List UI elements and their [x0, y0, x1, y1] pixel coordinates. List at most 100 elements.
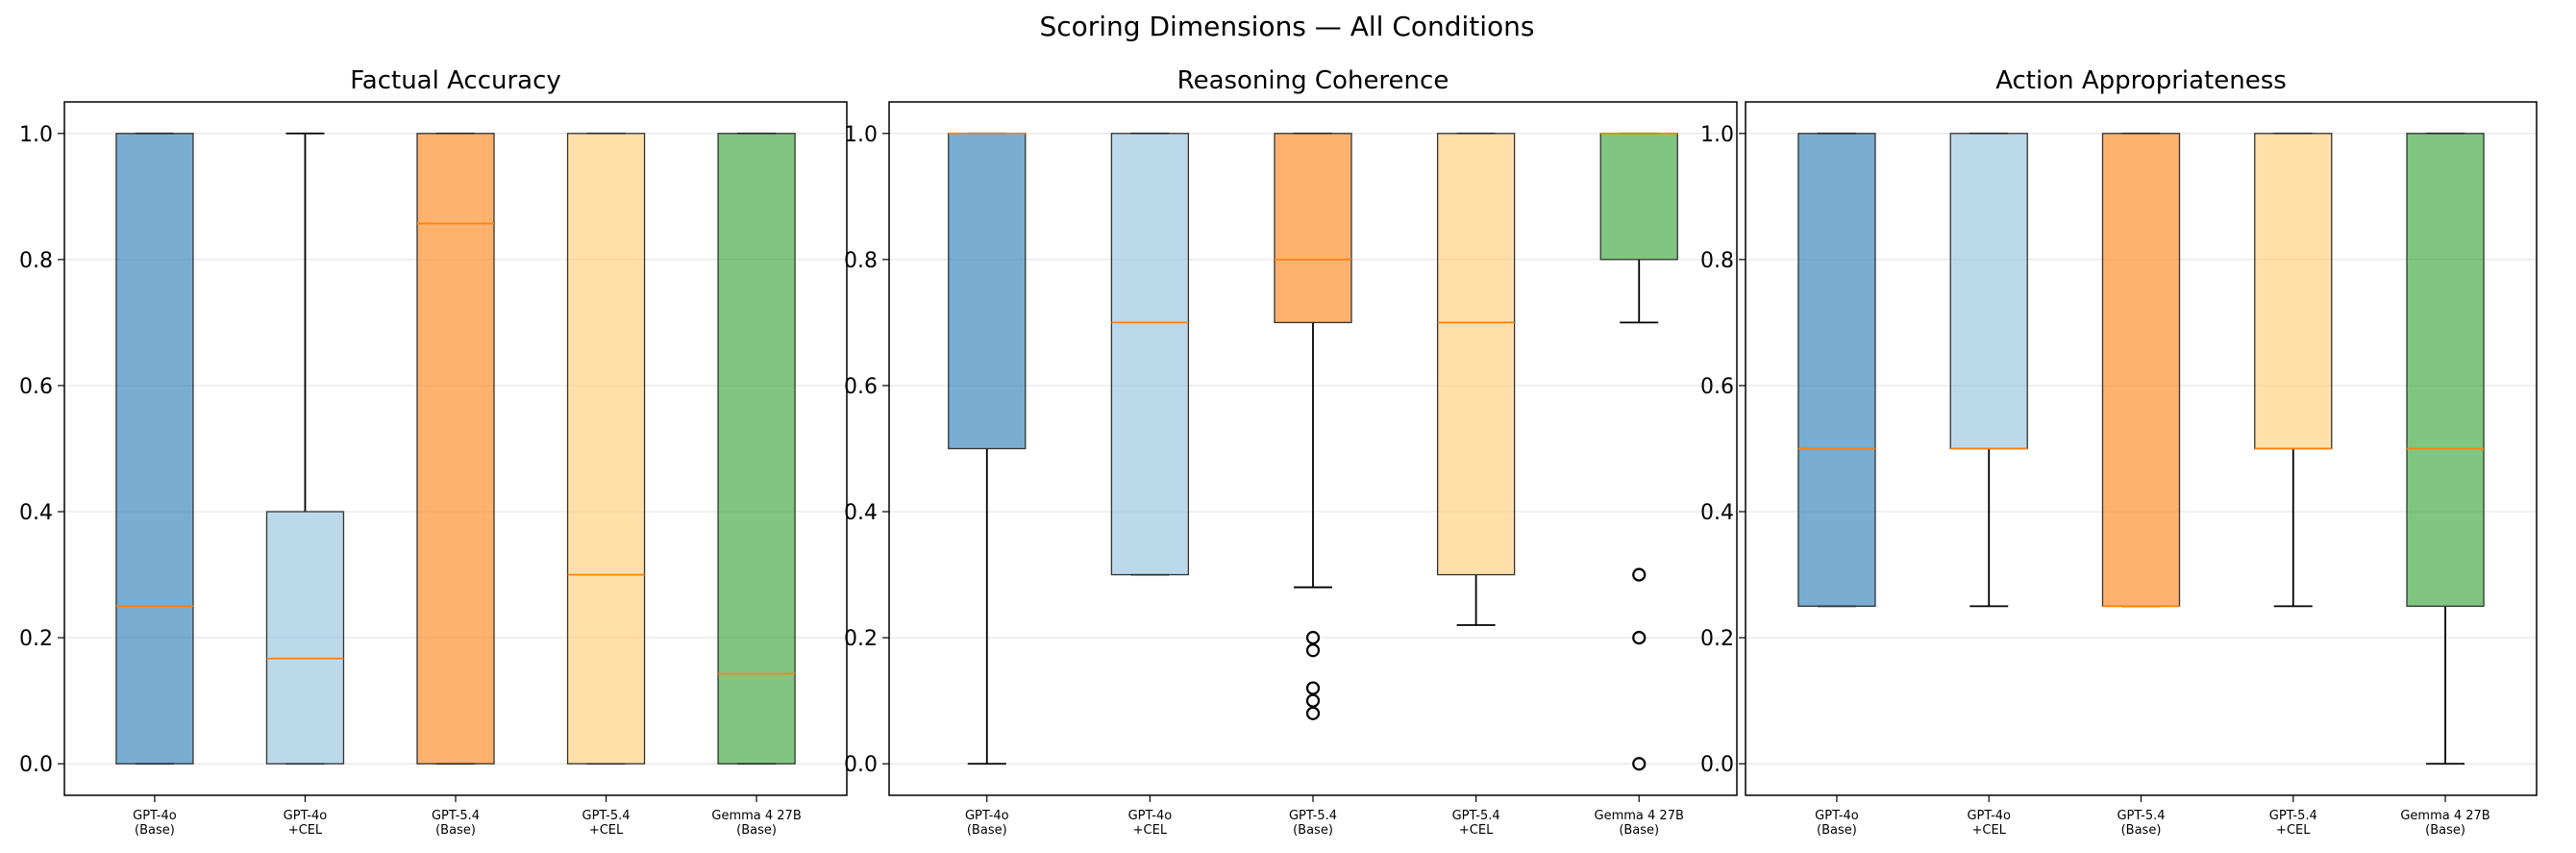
x-tick-label: GPT-4o +CEL: [284, 809, 328, 838]
x-tick-label: GPT-4o (Base): [1815, 809, 1859, 838]
x-tick-label-line: GPT-5.4: [432, 809, 480, 823]
x-tick-label: GPT-5.4 (Base): [1289, 809, 1337, 838]
x-tick-label-line: Gemma 4 27B: [2400, 809, 2489, 823]
outlier-point: [1632, 757, 1647, 771]
x-tick-label: GPT-5.4 (Base): [432, 809, 480, 838]
x-tick-label-line: (Base): [967, 823, 1007, 838]
x-tick-label: Gemma 4 27B (Base): [711, 809, 801, 838]
box-5: [2406, 132, 2485, 765]
box-5: [1599, 132, 1678, 771]
axes-frame: [888, 101, 1738, 796]
y-tick-label: 0.2: [844, 627, 878, 651]
y-tick-label: 0.6: [1700, 375, 1734, 399]
box-2: [1949, 132, 2028, 608]
x-tick-label-line: GPT-4o: [1128, 809, 1173, 823]
outlier-point: [1305, 693, 1321, 708]
box-1: [115, 132, 194, 765]
y-tick-label: 1.0: [844, 123, 878, 147]
box-4: [1436, 132, 1516, 626]
iqr-box: [1274, 133, 1352, 324]
x-tick-label: GPT-4o +CEL: [1128, 809, 1173, 838]
y-tick-label: 0.4: [1700, 501, 1734, 525]
panel-title: Reasoning Coherence: [1177, 66, 1449, 95]
panel-title: Factual Accuracy: [350, 66, 561, 95]
x-tick-label-line: Gemma 4 27B: [1595, 809, 1684, 823]
chart-panel-2: Reasoning Coherence 0.0 0.2 0.4 0.6 0.8 1.0 GPT…: [844, 66, 1738, 838]
outlier-point: [1305, 681, 1321, 695]
y-tick-label: 0.4: [19, 501, 53, 525]
x-tick-label: GPT-4o (Base): [965, 809, 1009, 838]
outlier-point: [1305, 706, 1321, 720]
x-tick-label-line: GPT-5.4: [2269, 809, 2317, 823]
y-tick-label: 1.0: [19, 123, 53, 147]
x-tick-label-line: GPT-4o: [1815, 809, 1859, 823]
x-tick-label: GPT-5.4 +CEL: [1452, 809, 1500, 838]
figure-title: Scoring Dimensions — All Conditions: [1039, 11, 1534, 42]
y-tick-label: 0.8: [1700, 249, 1734, 273]
y-tick-label: 0.0: [844, 753, 878, 777]
chart-panel-3: Action Appropriateness 0.0 0.2 0.4 0.6 0.8 1.0…: [1700, 66, 2538, 838]
x-tick-label-line: (Base): [2121, 823, 2162, 838]
x-tick-label-line: GPT-5.4: [582, 809, 631, 823]
iqr-box: [1797, 133, 1876, 608]
y-tick-label: 0.2: [19, 627, 53, 651]
iqr-box: [115, 133, 194, 765]
x-tick-label-line: GPT-4o: [284, 809, 328, 823]
iqr-box: [1599, 133, 1678, 261]
y-tick-label: 0.8: [844, 249, 878, 273]
iqr-box: [2406, 133, 2485, 608]
box-5: [717, 132, 796, 765]
chart-panels: Factual Accuracy 0.0 0.2 0.4 0.6 0.8 1.0 GPT-4o…: [19, 66, 2538, 838]
x-tick-label: Gemma 4 27B (Base): [2400, 809, 2489, 838]
y-tick-label: 0.8: [19, 249, 53, 273]
x-tick-label: GPT-5.4 +CEL: [582, 809, 631, 838]
y-tick-label: 0.4: [844, 501, 878, 525]
iqr-box: [2101, 133, 2181, 608]
x-tick-label: GPT-4o +CEL: [1967, 809, 2011, 838]
iqr-box: [717, 133, 796, 765]
outlier-point: [1632, 631, 1647, 645]
box-4: [2254, 132, 2333, 608]
x-tick-label: GPT-4o (Base): [133, 809, 177, 838]
x-tick-label-line: (Base): [2425, 823, 2465, 838]
x-tick-label-line: Gemma 4 27B: [711, 809, 801, 823]
axes-frame: [63, 101, 848, 796]
box-3: [416, 132, 495, 765]
iqr-box: [265, 511, 345, 765]
x-tick-label-line: (Base): [736, 823, 777, 838]
iqr-box: [948, 133, 1027, 450]
x-tick-label: Gemma 4 27B (Base): [1595, 809, 1684, 838]
x-tick-label-line: (Base): [1817, 823, 1857, 838]
x-tick-label-line: +CEL: [2276, 823, 2311, 838]
x-tick-label-line: GPT-4o: [133, 809, 177, 823]
chart-panel-1: Factual Accuracy 0.0 0.2 0.4 0.6 0.8 1.0 GPT-4o…: [19, 66, 848, 838]
iqr-box: [1110, 133, 1190, 576]
panel-title: Action Appropriateness: [1995, 66, 2287, 95]
y-tick-label: 0.6: [844, 375, 878, 399]
x-tick-label-line: (Base): [1619, 823, 1659, 838]
y-tick-label: 0.6: [19, 375, 53, 399]
x-tick-label-line: GPT-4o: [965, 809, 1009, 823]
x-tick-label-line: +CEL: [589, 823, 624, 838]
x-tick-label-line: GPT-4o: [1967, 809, 2011, 823]
y-tick-label: 0.0: [19, 753, 53, 777]
iqr-box: [416, 133, 495, 765]
outlier-point: [1305, 643, 1321, 658]
x-tick-label-line: GPT-5.4: [2117, 809, 2165, 823]
box-1: [1797, 132, 1876, 608]
iqr-box: [2254, 133, 2333, 450]
x-tick-label: GPT-5.4 +CEL: [2269, 809, 2317, 838]
box-3: [1274, 132, 1352, 720]
box-3: [2101, 132, 2181, 608]
x-tick-label-line: +CEL: [1972, 823, 2007, 838]
y-tick-label: 1.0: [1700, 123, 1734, 147]
axes-frame: [1745, 101, 2538, 796]
box-4: [566, 132, 646, 765]
x-tick-label-line: (Base): [1293, 823, 1333, 838]
outlier-point: [1305, 631, 1321, 645]
x-tick-label-line: (Base): [435, 823, 476, 838]
iqr-box: [1436, 133, 1516, 576]
y-tick-label: 0.0: [1700, 753, 1734, 777]
x-tick-label-line: +CEL: [288, 823, 323, 838]
